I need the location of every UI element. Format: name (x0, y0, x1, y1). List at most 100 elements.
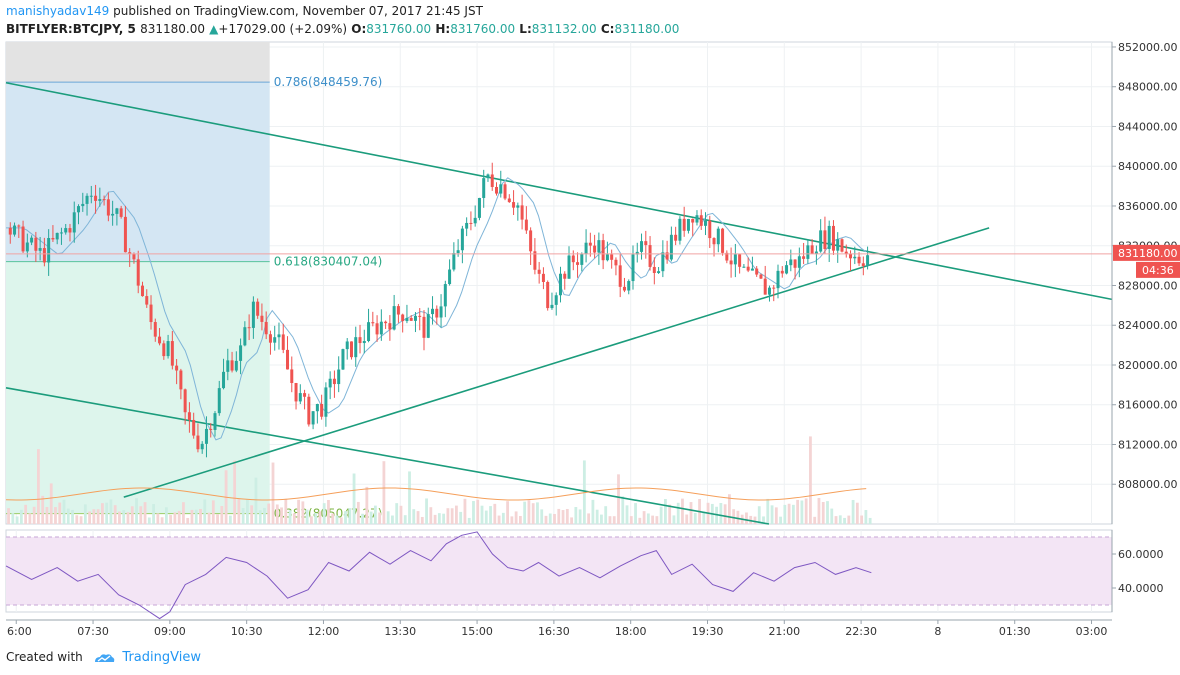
candle-body (362, 341, 366, 344)
candle-body (802, 256, 806, 259)
volume-bar (847, 515, 851, 524)
volume-bar (369, 511, 373, 524)
candle-body (584, 242, 588, 254)
candle-body (746, 266, 750, 271)
candle-body (119, 208, 123, 217)
volume-bar (433, 514, 437, 524)
candles (8, 162, 870, 458)
time-tick-label: 12:00 (308, 625, 340, 638)
candle-body (448, 269, 452, 285)
volume-bar (442, 513, 446, 524)
volume-bar (523, 501, 527, 524)
candle-body (337, 369, 341, 385)
volume-bar (783, 504, 787, 524)
volume-bar (19, 509, 23, 524)
candle-body (286, 349, 290, 370)
trend-line-upper[interactable] (5, 81, 1113, 301)
candle-body (273, 337, 277, 343)
candle-body (187, 412, 191, 420)
candle-body (209, 428, 213, 430)
volume-bar (156, 513, 160, 524)
volume-bar (693, 513, 697, 524)
candle-body (439, 306, 443, 318)
time-tick-label: 18:00 (615, 625, 647, 638)
candle-body (77, 206, 81, 213)
candle-body (34, 237, 38, 251)
volume-bar (122, 510, 126, 524)
candle-body (729, 260, 733, 265)
time-tick-label: 16:30 (538, 625, 570, 638)
candle-body (482, 178, 486, 198)
trend-lines (5, 81, 1113, 525)
volume-bar (510, 516, 514, 524)
candle-body (115, 208, 119, 214)
candle-body (226, 360, 230, 372)
trend-line-lower[interactable] (5, 387, 770, 525)
candle-body (379, 321, 383, 335)
volume-bar (412, 509, 416, 524)
volume-bar (664, 499, 667, 524)
volume-bar (757, 506, 761, 524)
symbol-label[interactable]: BITFLYER:BTCJPY, 5 (6, 22, 136, 36)
candle-body (443, 284, 447, 307)
candle-body (627, 281, 631, 291)
candle-body (128, 252, 132, 254)
volume-bar (130, 506, 134, 524)
volume-bar (186, 517, 190, 524)
volume-bar (536, 502, 539, 524)
volume-bar (356, 501, 360, 524)
volume-bar (267, 503, 271, 524)
candle-body (277, 334, 281, 338)
candle-body (315, 404, 319, 412)
volume-bar (659, 506, 663, 524)
volume-bar (860, 515, 864, 524)
candle-body (392, 306, 396, 330)
candle-body (431, 308, 435, 315)
candle-body (814, 251, 818, 254)
candle-body (712, 238, 716, 245)
candle-body (358, 337, 362, 344)
candle-body (217, 388, 221, 414)
fib-zone-top (6, 42, 270, 83)
chart-header: manishyadav149 published on TradingView.… (0, 0, 1180, 44)
volume-bar (493, 503, 497, 524)
candle-body (533, 251, 537, 270)
low-value: 831132.00 (531, 22, 597, 36)
volume-bar (211, 500, 215, 524)
candle-body (695, 215, 699, 223)
volume-bar (774, 507, 778, 524)
volume-bar (540, 509, 544, 524)
volume-bar (651, 515, 655, 524)
candle-body (648, 245, 652, 267)
ohlc-line: BITFLYER:BTCJPY, 5 831180.00 ▲+17029.00 … (6, 22, 679, 36)
price-tick-label: 808000.00 (1118, 478, 1178, 491)
candle-body (614, 259, 618, 266)
time-tick-label: 6:00 (7, 625, 32, 638)
candle-body (601, 240, 605, 261)
candle-body (674, 234, 678, 241)
volume-bar (254, 477, 258, 524)
candle-body (763, 278, 767, 295)
volume-bar (126, 512, 130, 524)
candle-body (303, 393, 307, 397)
volume-bar (118, 511, 121, 524)
candle-body (47, 238, 51, 263)
candle-body (622, 286, 626, 291)
candle-body (473, 217, 477, 224)
author-link[interactable]: manishyadav149 (6, 4, 110, 18)
candle-body (183, 389, 187, 413)
volume-bar (100, 503, 104, 524)
volume-bar (723, 504, 727, 524)
trend-line-support[interactable] (123, 227, 990, 498)
tradingview-link[interactable]: TradingView (122, 650, 201, 665)
time-tick-label: 21:00 (768, 625, 800, 638)
candle-body (175, 365, 179, 371)
candle-body (571, 255, 575, 263)
close-value: 831180.00 (614, 22, 680, 36)
volume-bar (280, 507, 283, 524)
volume-bar (685, 514, 689, 524)
candle-body (13, 225, 17, 235)
candle-body (375, 323, 379, 335)
volume-bar (408, 471, 411, 524)
